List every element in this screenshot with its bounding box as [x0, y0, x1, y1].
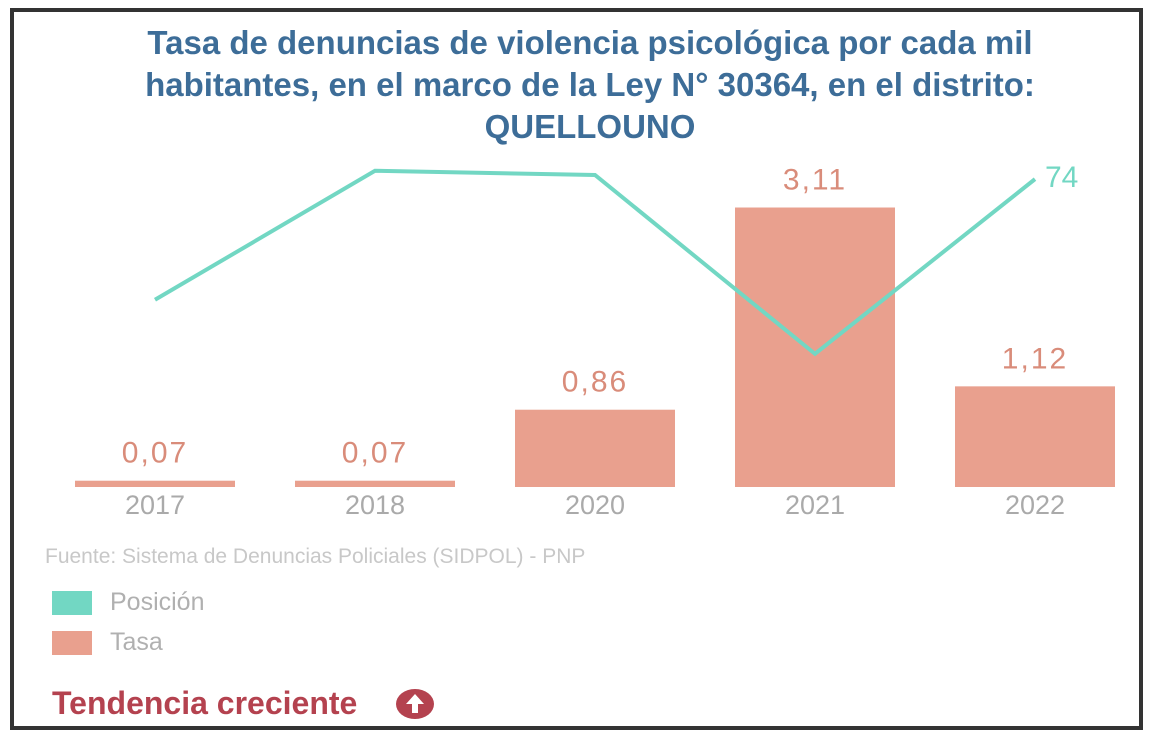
frame: [10, 8, 1143, 730]
legend-item: Tasa: [52, 628, 163, 657]
line: [153, 168, 1037, 357]
bar: [75, 480, 235, 487]
x-tick-label: 2022: [1005, 490, 1065, 520]
bar-label: 0,07: [122, 437, 188, 470]
bar-label: 1,12: [1002, 342, 1068, 375]
bar-label: 0,86: [562, 366, 628, 399]
trend: Tendencia creciente: [52, 685, 435, 722]
legend-label: Tasa: [110, 628, 163, 656]
bar: [955, 386, 1115, 487]
chart-title: Tasa de denuncias de violencia psicológi…: [145, 24, 1035, 145]
bar-label: 3,11: [783, 163, 847, 196]
line-label: 74: [1045, 161, 1078, 194]
x-tick-label: 2021: [785, 490, 845, 520]
legend-label: Posición: [110, 588, 205, 616]
chart: 2017 2018 2020 2021 2022 0,07 0,07 0,86 3,11 1,12…: [75, 161, 1115, 520]
legend-item: Posición: [52, 588, 205, 617]
source: Fuente: Sistema de Denuncias Policiales …: [45, 545, 586, 568]
bar: [295, 480, 455, 487]
legend-swatch: [52, 630, 92, 655]
x-tick-label: 2020: [565, 490, 625, 520]
legend-swatch: [52, 590, 92, 615]
bar-label: 0,07: [342, 437, 408, 470]
trend-icon: [396, 688, 435, 719]
trend-label: Tendencia creciente: [52, 685, 358, 721]
bar: [515, 409, 675, 487]
bar: [735, 207, 895, 488]
x-tick-label: 2018: [345, 490, 405, 520]
x-tick-label: 2017: [125, 490, 185, 520]
